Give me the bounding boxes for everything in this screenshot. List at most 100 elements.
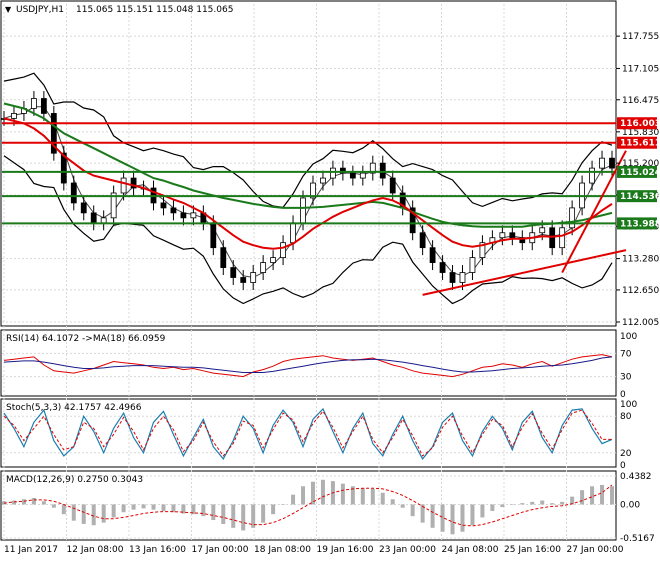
candle-body bbox=[479, 242, 486, 259]
macd-bar bbox=[171, 504, 176, 513]
rsi-ma-line bbox=[3, 356, 613, 373]
macd-bar bbox=[101, 504, 106, 523]
macd-bar bbox=[231, 504, 236, 528]
candle-body bbox=[320, 177, 326, 184]
stoch-layer bbox=[3, 407, 613, 460]
rsi-layer bbox=[3, 354, 613, 378]
macd-bar bbox=[420, 504, 425, 523]
candle-body bbox=[170, 207, 177, 214]
macd-bar bbox=[360, 488, 365, 505]
x-tick-label: 23 Jan 00:00 bbox=[379, 545, 436, 555]
macd-bar bbox=[151, 504, 156, 510]
collapse-triangle-icon[interactable]: ▼ bbox=[5, 5, 12, 14]
macd-layer bbox=[2, 479, 614, 535]
macd-bar bbox=[61, 504, 66, 515]
macd-bar bbox=[540, 500, 545, 505]
x-tick-label: 25 Jan 16:00 bbox=[504, 545, 561, 555]
rsi-tick-label: 100 bbox=[620, 332, 637, 342]
candle-body bbox=[250, 272, 257, 283]
macd-bar bbox=[380, 492, 385, 505]
macd-bar bbox=[520, 503, 525, 505]
macd-bar bbox=[41, 501, 46, 505]
bollinger-lower bbox=[3, 155, 613, 305]
macd-bar bbox=[51, 504, 56, 508]
candle-body bbox=[449, 272, 456, 283]
x-tick-label: 24 Jan 08:00 bbox=[442, 545, 499, 555]
macd-bar bbox=[271, 504, 276, 515]
macd-bar bbox=[81, 504, 86, 524]
candle-body bbox=[230, 267, 237, 278]
macd-bar bbox=[31, 497, 36, 505]
macd-bar bbox=[340, 483, 345, 505]
bollinger-upper bbox=[3, 72, 613, 209]
candle-body bbox=[339, 167, 346, 174]
candle-body bbox=[31, 98, 37, 109]
rsi-panel[interactable] bbox=[0, 329, 617, 397]
macd-bar bbox=[370, 488, 375, 505]
macd-bar bbox=[291, 494, 296, 505]
candle-body bbox=[559, 227, 566, 249]
candle-body bbox=[70, 182, 77, 204]
macd-bar bbox=[191, 504, 196, 515]
candle-body bbox=[220, 247, 227, 268]
trendline-lower bbox=[422, 249, 627, 296]
candle-body bbox=[130, 177, 137, 189]
x-tick-label: 12 Jan 08:00 bbox=[67, 545, 124, 555]
macd-bar bbox=[241, 504, 246, 531]
macd-bar bbox=[530, 501, 535, 505]
candle-body bbox=[409, 207, 416, 234]
stoch-tick-label: 0 bbox=[620, 461, 626, 471]
macd-bar bbox=[610, 486, 614, 505]
macd-bar bbox=[410, 504, 415, 517]
macd-bar bbox=[111, 504, 116, 518]
ohlc-readout: 115.065 115.151 115.048 115.065 bbox=[76, 5, 233, 15]
candle-body bbox=[439, 262, 446, 273]
macd-bar bbox=[301, 486, 306, 505]
level-tag bbox=[617, 136, 657, 149]
x-tick-label: 19 Jan 16:00 bbox=[317, 545, 374, 555]
level-tag bbox=[617, 190, 657, 203]
stoch-tick-label: 20 bbox=[620, 449, 632, 459]
rsi-tick-label: 70 bbox=[620, 349, 632, 359]
x-tick-label: 13 Jan 16:00 bbox=[129, 545, 186, 555]
candle-body bbox=[609, 157, 615, 169]
candle-body bbox=[349, 172, 356, 179]
macd-bar bbox=[121, 504, 126, 513]
candle-body bbox=[160, 202, 167, 209]
candle-body bbox=[290, 222, 296, 244]
ma-red bbox=[3, 117, 613, 250]
candle-body bbox=[459, 272, 466, 283]
candle-body bbox=[300, 197, 306, 224]
y-tick-label: 115.830 bbox=[622, 128, 659, 138]
candle-body bbox=[539, 227, 546, 234]
symbol-label: USDJPY,H1 bbox=[16, 5, 64, 15]
x-tick-label: 11 Jan 2017 bbox=[4, 545, 58, 555]
macd-bar bbox=[570, 496, 575, 505]
y-tick-label: 115.200 bbox=[622, 159, 659, 169]
price-layer bbox=[1, 72, 627, 305]
candle-body bbox=[270, 257, 277, 263]
macd-bar bbox=[71, 504, 76, 521]
candle-body bbox=[310, 182, 316, 199]
candle-body bbox=[389, 177, 396, 194]
y-tick-label: 117.755 bbox=[622, 32, 659, 42]
candle-body bbox=[280, 242, 286, 259]
macd-bar bbox=[480, 504, 485, 518]
macd-bar bbox=[560, 501, 565, 505]
rsi-tick-label: 30 bbox=[620, 373, 632, 383]
stoch-title: Stoch(5,3,3) 42.1757 42.4966 bbox=[6, 403, 142, 413]
candle-body bbox=[369, 162, 376, 174]
macd-bar bbox=[450, 504, 455, 535]
macd-bar bbox=[390, 499, 395, 505]
candle-body bbox=[90, 212, 97, 224]
candle-body bbox=[190, 212, 197, 219]
axis-layer: 11 Jan 2017 12 Jan 08:00 13 Jan 16:00 17 Ja… bbox=[4, 32, 660, 555]
macd-bar bbox=[281, 504, 286, 505]
candle-body bbox=[330, 167, 336, 179]
level-label: 113.988 bbox=[620, 219, 660, 229]
macd-bar bbox=[440, 504, 445, 532]
x-tick-label: 18 Jan 08:00 bbox=[254, 545, 311, 555]
candle-body bbox=[260, 262, 267, 273]
